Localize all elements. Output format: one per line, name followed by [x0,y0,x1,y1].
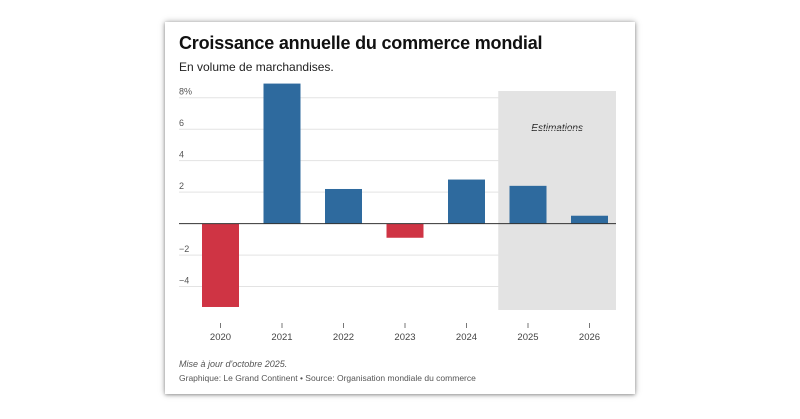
y-tick-label: 4 [179,150,184,160]
estimation-label: Estimations [531,123,583,134]
x-tick-label: 2022 [333,332,354,343]
x-tick-label: 2020 [210,332,231,343]
bar-2025 [509,185,547,224]
y-tick-label: 6 [179,118,184,128]
update-note: Mise à jour d'octobre 2025. [179,359,288,369]
bar-chart: Estimations 8% 6 4 2 −2 −4 2020 2021 2022 2023 2024… [179,83,616,343]
bar-2022 [325,188,362,224]
source-credit: Graphique: Le Grand Continent • Source: … [179,373,476,383]
y-tick-label: 8% [179,87,192,97]
bar-2024 [448,179,485,224]
chart-subtitle: En volume de marchandises. [179,60,334,74]
x-tick-label: 2024 [456,332,477,343]
bar-2023 [386,223,424,238]
x-tick-label: 2021 [271,332,292,343]
chart-title: Croissance annuelle du commerce mondial [179,33,543,53]
y-tick-label: −2 [179,244,189,254]
bar-2020 [202,223,239,307]
x-tick-label: 2023 [394,332,415,343]
x-tick-label: 2025 [517,332,538,343]
x-tick-label: 2026 [579,332,600,343]
bar-2026 [571,215,608,224]
bar-2021 [263,83,301,224]
y-tick-label: −4 [179,276,189,286]
chart-card: Croissance annuelle du commerce mondial … [165,22,635,394]
y-tick-label: 2 [179,181,184,191]
